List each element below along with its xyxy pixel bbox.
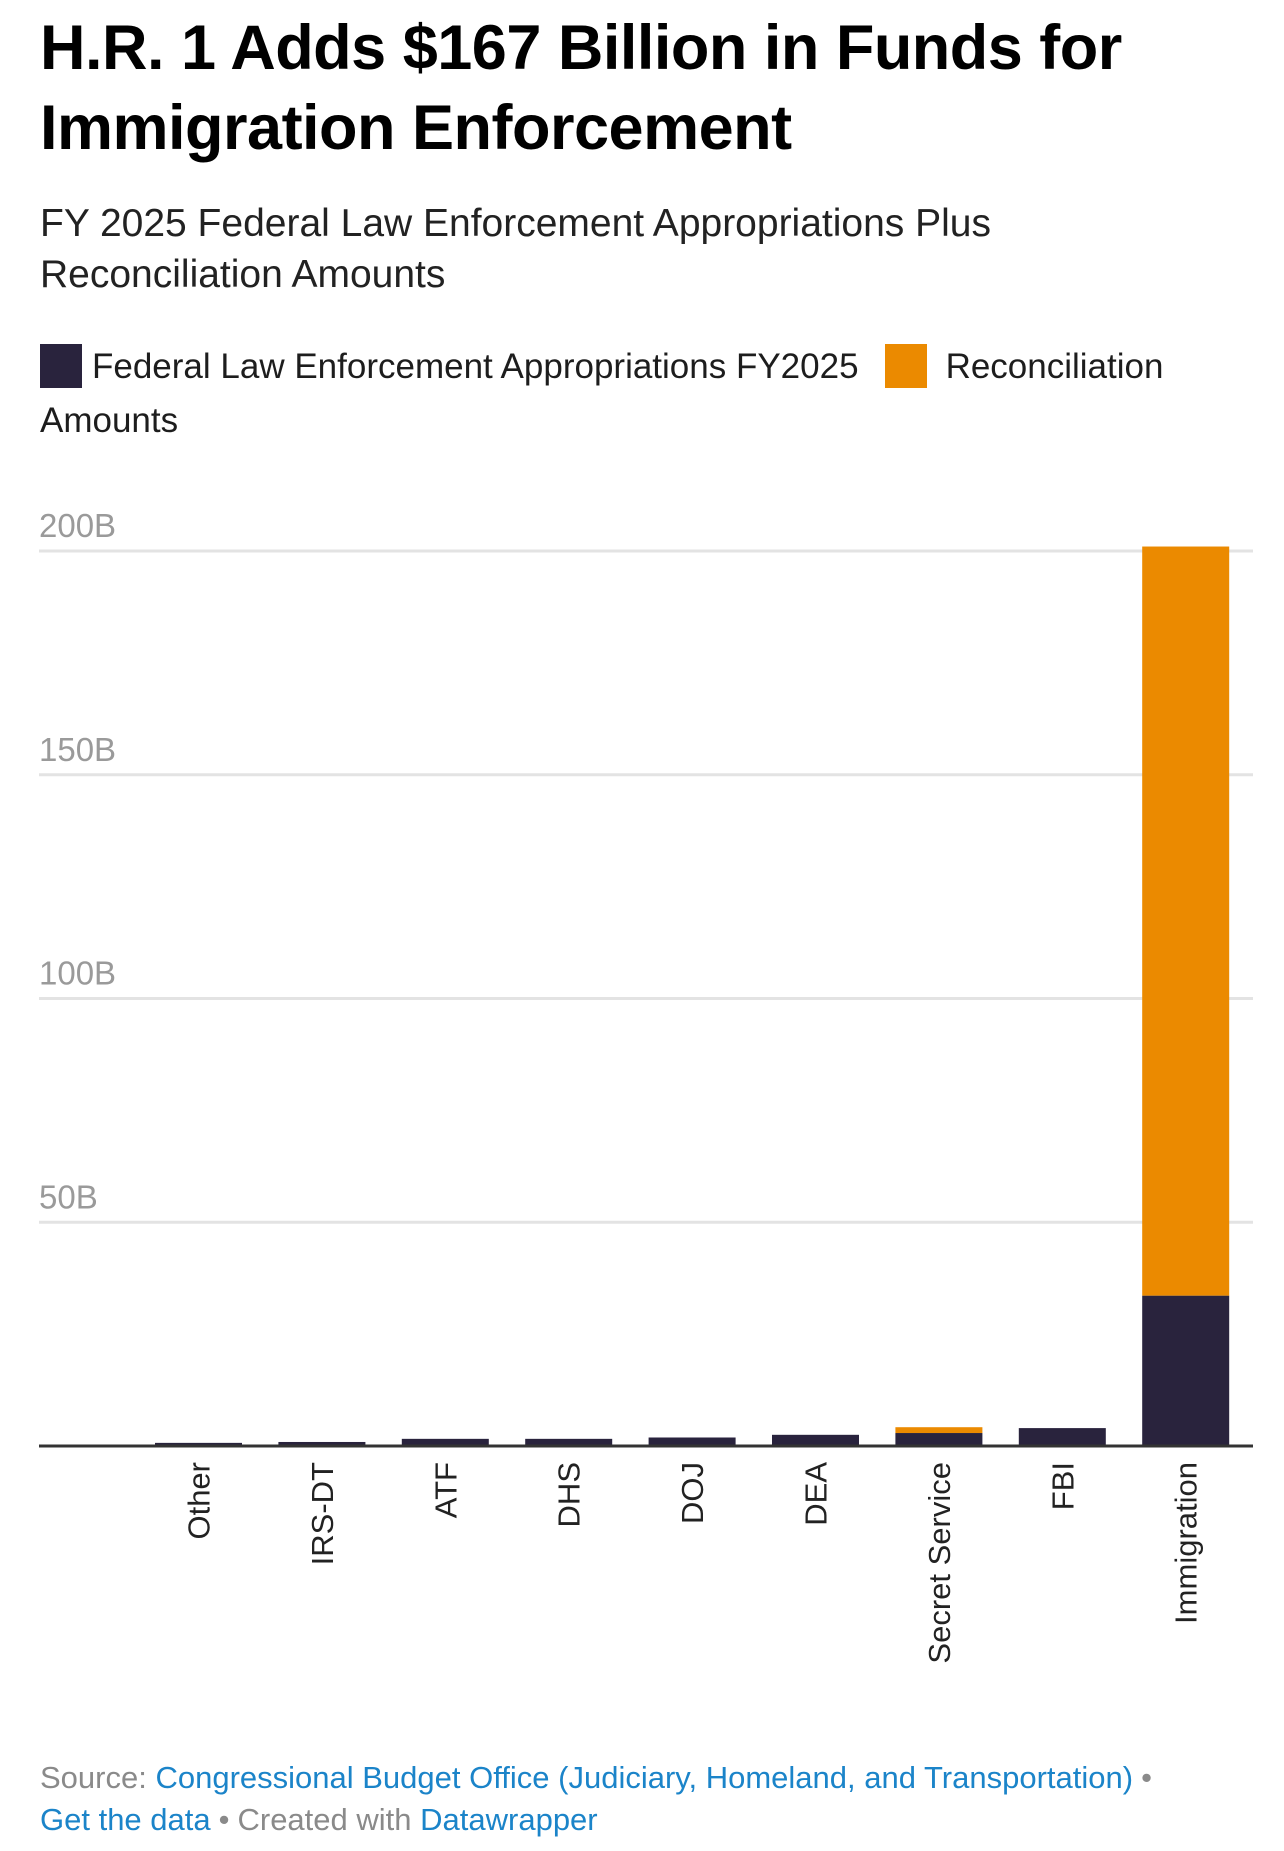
x-label-doj: DOJ (675, 1462, 710, 1524)
bar-atf-appropriations (401, 1438, 489, 1446)
datawrapper-link[interactable]: Datawrapper (420, 1802, 598, 1837)
bar-dea-appropriations (772, 1434, 859, 1446)
y-tick-label-150B: 150B (39, 731, 116, 768)
x-label-immigration: Immigration (1169, 1462, 1204, 1624)
bar-chart: 50B 100B 150B 200B Other IRS-DT ATF DHS DOJ DEA S… (39, 507, 1253, 1664)
bar-fbi-appropriations (1018, 1428, 1106, 1446)
x-label-other: Other (182, 1462, 217, 1540)
source-link[interactable]: Congressional Budget Office (Judiciary, … (155, 1760, 1134, 1795)
bar-secret-service-reconciliation (895, 1427, 983, 1434)
legend-swatch-reconciliation (884, 344, 927, 388)
legend-item-reconciliation: Reconciliation Amounts (40, 344, 1164, 440)
x-label-atf: ATF (428, 1462, 463, 1518)
x-label-irs-dt: IRS-DT (305, 1462, 340, 1565)
separator: • (218, 1802, 230, 1837)
x-label-fbi: FBI (1045, 1462, 1080, 1510)
created-with-text: Created with (237, 1802, 412, 1837)
bar-irs-dt-appropriations (278, 1441, 366, 1446)
chart-title: H.R. 1 Adds $167 Billion in Funds for Im… (40, 13, 1122, 163)
bar-secret-service-appropriations (895, 1433, 983, 1446)
bar-other-appropriations (155, 1442, 242, 1446)
bar-dhs-appropriations (525, 1438, 613, 1446)
footer: Source: Congressional Budget Office (Jud… (40, 1757, 1270, 1841)
legend-label-appropriations: Federal Law Enforcement Appropriations F… (92, 347, 859, 386)
bars (155, 546, 1230, 1446)
legend-item-appropriations: Federal Law Enforcement Appropriations F… (40, 344, 859, 388)
x-label-secret-service: Secret Service (922, 1462, 957, 1664)
get-the-data-link[interactable]: Get the data (40, 1802, 211, 1837)
legend: Federal Law Enforcement Appropriations F… (40, 340, 1260, 448)
y-tick-label-100B: 100B (39, 955, 116, 992)
legend-label-reconciliation: Reconciliation Amounts (40, 347, 1164, 440)
bar-immigration-appropriations (1142, 1295, 1230, 1446)
y-tick-label-50B: 50B (39, 1178, 98, 1215)
legend-swatch-appropriations (40, 344, 82, 388)
y-axis-tick-labels: 50B 100B 150B 200B (39, 507, 116, 1215)
chart-subtitle: FY 2025 Federal Law Enforcement Appropri… (40, 202, 991, 296)
separator: • (1141, 1760, 1152, 1795)
source-prefix: Source: (40, 1760, 147, 1795)
x-label-dhs: DHS (552, 1462, 587, 1527)
bar-doj-appropriations (648, 1437, 736, 1446)
gridlines (39, 549, 1253, 1224)
bar-immigration-reconciliation (1142, 546, 1230, 1296)
x-axis-labels: Other IRS-DT ATF DHS DOJ DEA Secret Service FBI… (182, 1462, 1204, 1664)
y-tick-label-200B: 200B (39, 507, 116, 544)
x-label-dea: DEA (799, 1462, 834, 1526)
